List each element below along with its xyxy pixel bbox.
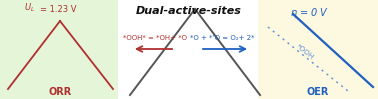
Text: $\eta$ = 0 V: $\eta$ = 0 V: [290, 6, 329, 20]
Text: OER: OER: [307, 87, 329, 97]
Text: *OOH: *OOH: [295, 43, 315, 60]
Text: Dual-active-sites: Dual-active-sites: [136, 6, 242, 16]
FancyBboxPatch shape: [0, 0, 118, 99]
Text: $U_L$: $U_L$: [25, 1, 36, 14]
Text: = 1.23 V: = 1.23 V: [40, 5, 76, 14]
Text: *OOH* = *OH+ *O: *OOH* = *OH+ *O: [123, 35, 187, 41]
Text: *O + *’O = O₂+ 2*: *O + *’O = O₂+ 2*: [190, 35, 254, 41]
Text: ORR: ORR: [48, 87, 71, 97]
FancyBboxPatch shape: [258, 0, 378, 99]
